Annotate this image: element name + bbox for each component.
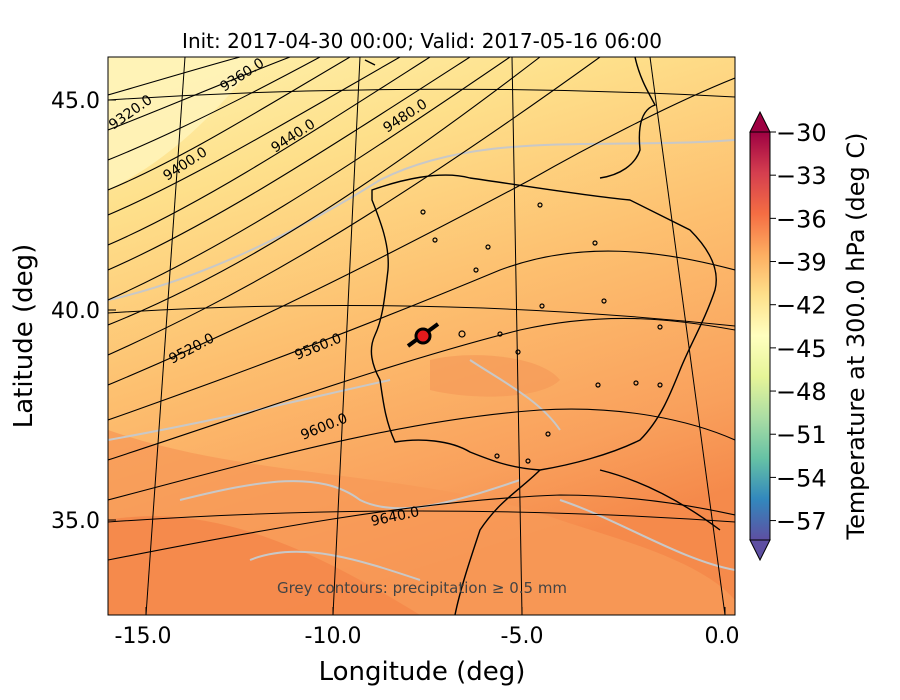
lakes xyxy=(420,202,663,464)
y-tick-label: 40.0 xyxy=(51,299,100,324)
precipitation-note: Grey contours: precipitation ≥ 0.5 mm xyxy=(277,579,567,597)
height-contours xyxy=(108,57,735,561)
colorbar-tick-label: −42 xyxy=(776,292,827,320)
colorbar-tick-label: −45 xyxy=(776,335,827,363)
y-tick-label: 35.0 xyxy=(51,509,100,534)
colorbar-tick-label: −36 xyxy=(776,205,827,233)
colorbar-title: Temperature at 300.0 hPa (deg C) xyxy=(842,132,870,540)
x-tick-label: 0.0 xyxy=(705,624,740,649)
location-marker xyxy=(406,322,440,348)
colorbar-tick-label: −57 xyxy=(776,508,827,536)
x-axis: -15.0 -10.0 -5.0 0.0 Longitude (deg) xyxy=(115,607,740,687)
temperature-field: 9320.0 9360.0 9400.0 9440.0 9480.0 9520.… xyxy=(108,57,735,615)
y-axis-title: Latitude (deg) xyxy=(9,244,39,429)
colorbar-tick-label: −30 xyxy=(776,119,827,147)
colorbar-max-arrow xyxy=(749,110,771,133)
y-tick-label: 45.0 xyxy=(51,89,100,114)
x-tick-label: -5.0 xyxy=(501,624,544,649)
plot-frame xyxy=(107,56,736,616)
colorbar: −30 −33 −36 −39 −42 −45 −48 −51 −54 −57 Temperatu… xyxy=(749,110,870,562)
x-tick-label: -10.0 xyxy=(305,624,362,649)
y-axis: 45.0 40.0 35.0 Latitude (deg) xyxy=(9,89,116,534)
graticule xyxy=(108,57,735,615)
plot-title: Init: 2017-04-30 00:00; Valid: 2017-05-1… xyxy=(182,29,662,53)
colorbar-scale xyxy=(749,131,771,541)
colorbar-min-arrow xyxy=(749,539,771,562)
colorbar-tick-label: −48 xyxy=(776,378,827,406)
colorbar-tick-label: −54 xyxy=(776,464,827,492)
colorbar-tick-label: −51 xyxy=(776,421,827,449)
colorbar-tick-label: −39 xyxy=(776,249,827,277)
x-axis-title: Longitude (deg) xyxy=(319,657,526,687)
x-tick-label: -15.0 xyxy=(115,624,172,649)
coastlines xyxy=(364,57,721,615)
colorbar-tick-label: −33 xyxy=(776,162,827,190)
